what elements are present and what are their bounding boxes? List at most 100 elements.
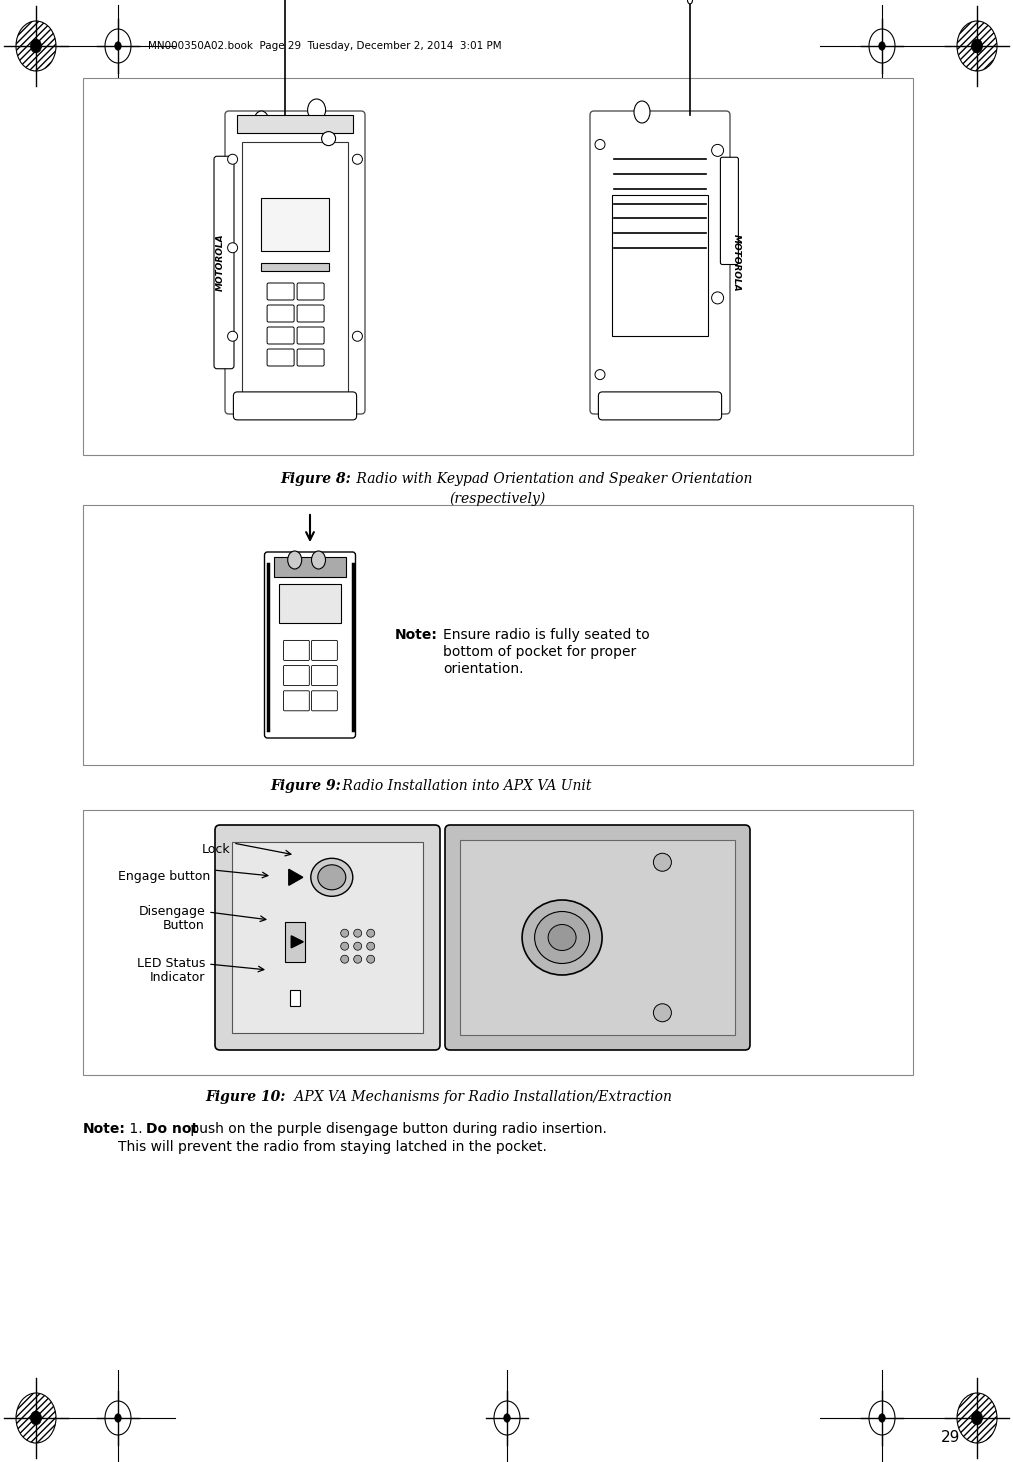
- Text: APX VA Mechanisms for Radio Installation/Extraction: APX VA Mechanisms for Radio Installation…: [290, 1091, 672, 1104]
- Ellipse shape: [595, 370, 605, 380]
- Ellipse shape: [354, 930, 362, 937]
- FancyBboxPatch shape: [599, 392, 721, 420]
- Bar: [286, 923, 305, 962]
- Ellipse shape: [114, 42, 122, 50]
- Ellipse shape: [228, 332, 238, 341]
- FancyBboxPatch shape: [312, 640, 337, 661]
- Text: Indicator: Indicator: [150, 971, 205, 984]
- Bar: [242, 142, 347, 395]
- FancyBboxPatch shape: [267, 306, 294, 322]
- Text: Radio with Keypad Orientation and Speaker Orientation: Radio with Keypad Orientation and Speake…: [352, 472, 753, 485]
- Ellipse shape: [340, 955, 348, 963]
- Text: Radio Installation into APX VA Unit: Radio Installation into APX VA Unit: [338, 779, 592, 792]
- Ellipse shape: [711, 292, 723, 304]
- FancyBboxPatch shape: [267, 284, 294, 300]
- Ellipse shape: [114, 1414, 122, 1423]
- FancyBboxPatch shape: [225, 111, 365, 414]
- Text: Note:: Note:: [83, 1121, 126, 1136]
- Text: MOTOROLA: MOTOROLA: [216, 234, 225, 291]
- Ellipse shape: [367, 955, 375, 963]
- FancyBboxPatch shape: [267, 327, 294, 344]
- Ellipse shape: [340, 942, 348, 950]
- Text: 1.: 1.: [125, 1121, 147, 1136]
- Text: bottom of pocket for proper: bottom of pocket for proper: [443, 645, 636, 659]
- Ellipse shape: [653, 854, 672, 871]
- Ellipse shape: [105, 1401, 131, 1436]
- Text: Disengage: Disengage: [138, 905, 205, 918]
- Text: Engage button: Engage button: [118, 870, 210, 883]
- FancyBboxPatch shape: [720, 158, 738, 265]
- Ellipse shape: [288, 551, 302, 569]
- Ellipse shape: [354, 955, 362, 963]
- Text: Figure 8:: Figure 8:: [280, 472, 350, 485]
- Text: Note:: Note:: [395, 629, 438, 642]
- Ellipse shape: [971, 39, 983, 53]
- FancyBboxPatch shape: [215, 825, 440, 1050]
- Bar: [237, 115, 353, 133]
- Text: Do not: Do not: [146, 1121, 199, 1136]
- Ellipse shape: [321, 132, 335, 146]
- Ellipse shape: [312, 551, 325, 569]
- Bar: [612, 194, 708, 336]
- Text: orientation.: orientation.: [443, 662, 524, 675]
- Bar: [280, 583, 340, 623]
- Ellipse shape: [228, 243, 238, 253]
- Bar: [460, 841, 735, 1035]
- Ellipse shape: [971, 1411, 983, 1425]
- Ellipse shape: [869, 29, 895, 63]
- Ellipse shape: [353, 332, 363, 341]
- Bar: [83, 810, 913, 1075]
- Ellipse shape: [367, 930, 375, 937]
- Ellipse shape: [535, 911, 590, 963]
- Text: 29: 29: [941, 1430, 960, 1444]
- Ellipse shape: [311, 858, 353, 896]
- FancyBboxPatch shape: [267, 349, 294, 366]
- Bar: [232, 842, 423, 1034]
- Text: Figure 10:: Figure 10:: [205, 1091, 286, 1104]
- Bar: [261, 197, 328, 250]
- Polygon shape: [292, 936, 303, 947]
- FancyBboxPatch shape: [312, 692, 337, 711]
- Ellipse shape: [340, 930, 348, 937]
- Ellipse shape: [30, 1411, 42, 1425]
- Ellipse shape: [16, 20, 56, 72]
- Ellipse shape: [16, 1393, 56, 1443]
- Ellipse shape: [688, 0, 693, 4]
- Ellipse shape: [878, 1414, 885, 1423]
- Bar: [291, 990, 300, 1006]
- Ellipse shape: [957, 1393, 997, 1443]
- Ellipse shape: [353, 155, 363, 164]
- Text: Lock: Lock: [202, 844, 230, 855]
- Ellipse shape: [228, 155, 238, 164]
- FancyBboxPatch shape: [233, 392, 357, 420]
- Text: LED Status: LED Status: [137, 958, 205, 969]
- Ellipse shape: [318, 866, 345, 890]
- Text: push on the purple disengage button during radio insertion.: push on the purple disengage button duri…: [186, 1121, 607, 1136]
- Ellipse shape: [711, 145, 723, 156]
- Bar: [83, 77, 913, 455]
- Ellipse shape: [634, 101, 650, 123]
- Ellipse shape: [354, 942, 362, 950]
- Ellipse shape: [869, 1401, 895, 1436]
- Text: Button: Button: [163, 920, 205, 931]
- Ellipse shape: [548, 924, 576, 950]
- Ellipse shape: [878, 42, 885, 50]
- Text: (respectively): (respectively): [449, 493, 545, 506]
- Ellipse shape: [254, 111, 268, 129]
- FancyBboxPatch shape: [214, 156, 234, 368]
- Ellipse shape: [595, 139, 605, 149]
- Text: Figure 9:: Figure 9:: [270, 779, 340, 792]
- FancyBboxPatch shape: [284, 692, 309, 711]
- Ellipse shape: [30, 39, 42, 53]
- Text: Ensure radio is fully seated to: Ensure radio is fully seated to: [443, 629, 649, 642]
- FancyBboxPatch shape: [264, 553, 356, 738]
- Bar: [275, 557, 345, 577]
- Text: MN000350A02.book  Page 29  Tuesday, December 2, 2014  3:01 PM: MN000350A02.book Page 29 Tuesday, Decemb…: [148, 41, 501, 51]
- FancyBboxPatch shape: [284, 665, 309, 686]
- FancyBboxPatch shape: [284, 640, 309, 661]
- FancyBboxPatch shape: [297, 306, 324, 322]
- FancyBboxPatch shape: [297, 327, 324, 344]
- Ellipse shape: [105, 29, 131, 63]
- Text: This will prevent the radio from staying latched in the pocket.: This will prevent the radio from staying…: [118, 1140, 547, 1154]
- Ellipse shape: [308, 99, 325, 121]
